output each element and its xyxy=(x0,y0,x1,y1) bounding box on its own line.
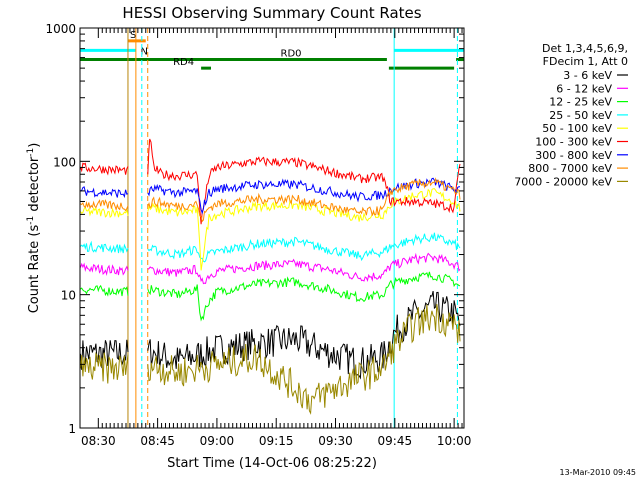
legend-300-800-kev-label: 300 - 800 keV xyxy=(535,149,612,162)
flag-bars: SN RD0 RD4 xyxy=(80,30,464,70)
y-tick-label-100: 100 xyxy=(53,155,76,169)
x-tick-label-09-00: 09:00 xyxy=(200,434,235,448)
y-axis-label-main: Count Rate (s xyxy=(27,225,42,314)
x-axis-ticks: 08:30 08:45 09:00 09:15 09:30 09:45 10:00 xyxy=(81,28,471,448)
series-6-12-kev-line xyxy=(80,252,461,285)
y-tick-label-1: 1 xyxy=(68,422,76,436)
legend-6-12-kev-label: 6 - 12 keV xyxy=(556,82,612,95)
x-axis-label: Start Time (14-Oct-06 08:25:22) xyxy=(167,456,377,471)
legend-header-2: FDecim 1, Att 0 xyxy=(543,55,628,68)
flag-s-label: S xyxy=(130,30,136,41)
y-axis-ticks: 1 10 100 1000 xyxy=(45,22,464,436)
y-axis-label-end: ) xyxy=(27,143,42,148)
legend-7000-20000-kev-label: 7000 - 20000 keV xyxy=(514,175,612,188)
series-lines xyxy=(80,138,461,415)
series-100-300-kev-line xyxy=(80,138,461,225)
x-tick-label-10-00: 10:00 xyxy=(437,434,472,448)
legend-12-25-kev-label: 12 - 25 keV xyxy=(549,96,612,109)
vertical-markers xyxy=(127,28,458,428)
y-axis-label: Count Rate (s-1 detector-1) xyxy=(26,143,42,314)
y-axis-label-sup1: -1 xyxy=(26,216,36,225)
x-tick-label-08-30: 08:30 xyxy=(81,434,116,448)
x-tick-label-09-45: 09:45 xyxy=(378,434,413,448)
legend-header-1: Det 1,3,4,5,6,9, xyxy=(542,42,628,55)
legend-25-50-kev-label: 25 - 50 keV xyxy=(549,109,612,122)
series-300-800-kev-line xyxy=(80,177,461,215)
x-tick-label-09-30: 09:30 xyxy=(318,434,353,448)
legend: Det 1,3,4,5,6,9, FDecim 1, Att 0 3 - 6 k… xyxy=(514,42,628,188)
x-tick-label-09-15: 09:15 xyxy=(259,434,294,448)
plot-frame xyxy=(79,27,465,429)
y-axis-label-mid: detector xyxy=(27,156,42,216)
series-50-100-kev-line xyxy=(80,188,461,271)
y-axis-label-sup2: -1 xyxy=(26,148,36,157)
series-7000-20000-kev-line xyxy=(80,304,461,415)
y-tick-label-10: 10 xyxy=(61,289,76,303)
series-12-25-kev-line xyxy=(80,271,461,322)
series-25-50-kev-line xyxy=(80,232,461,263)
flag-rd4-label: RD4 xyxy=(173,57,194,68)
legend-100-300-kev-label: 100 - 300 keV xyxy=(535,136,612,149)
legend-50-100-kev-label: 50 - 100 keV xyxy=(542,122,612,135)
series-800-7000-kev-line xyxy=(80,177,461,223)
footer-date: 13-Mar-2010 09:45 xyxy=(560,468,637,477)
legend-800-7000-kev-label: 800 - 7000 keV xyxy=(528,162,612,175)
legend-3-6-kev-label: 3 - 6 keV xyxy=(563,69,612,82)
x-tick-label-08-45: 08:45 xyxy=(140,434,175,448)
chart-title: HESSI Observing Summary Count Rates xyxy=(122,4,421,22)
flag-rd0-label: RD0 xyxy=(281,49,302,60)
y-tick-label-1000: 1000 xyxy=(45,22,76,36)
flag-n-label: N xyxy=(141,46,148,57)
